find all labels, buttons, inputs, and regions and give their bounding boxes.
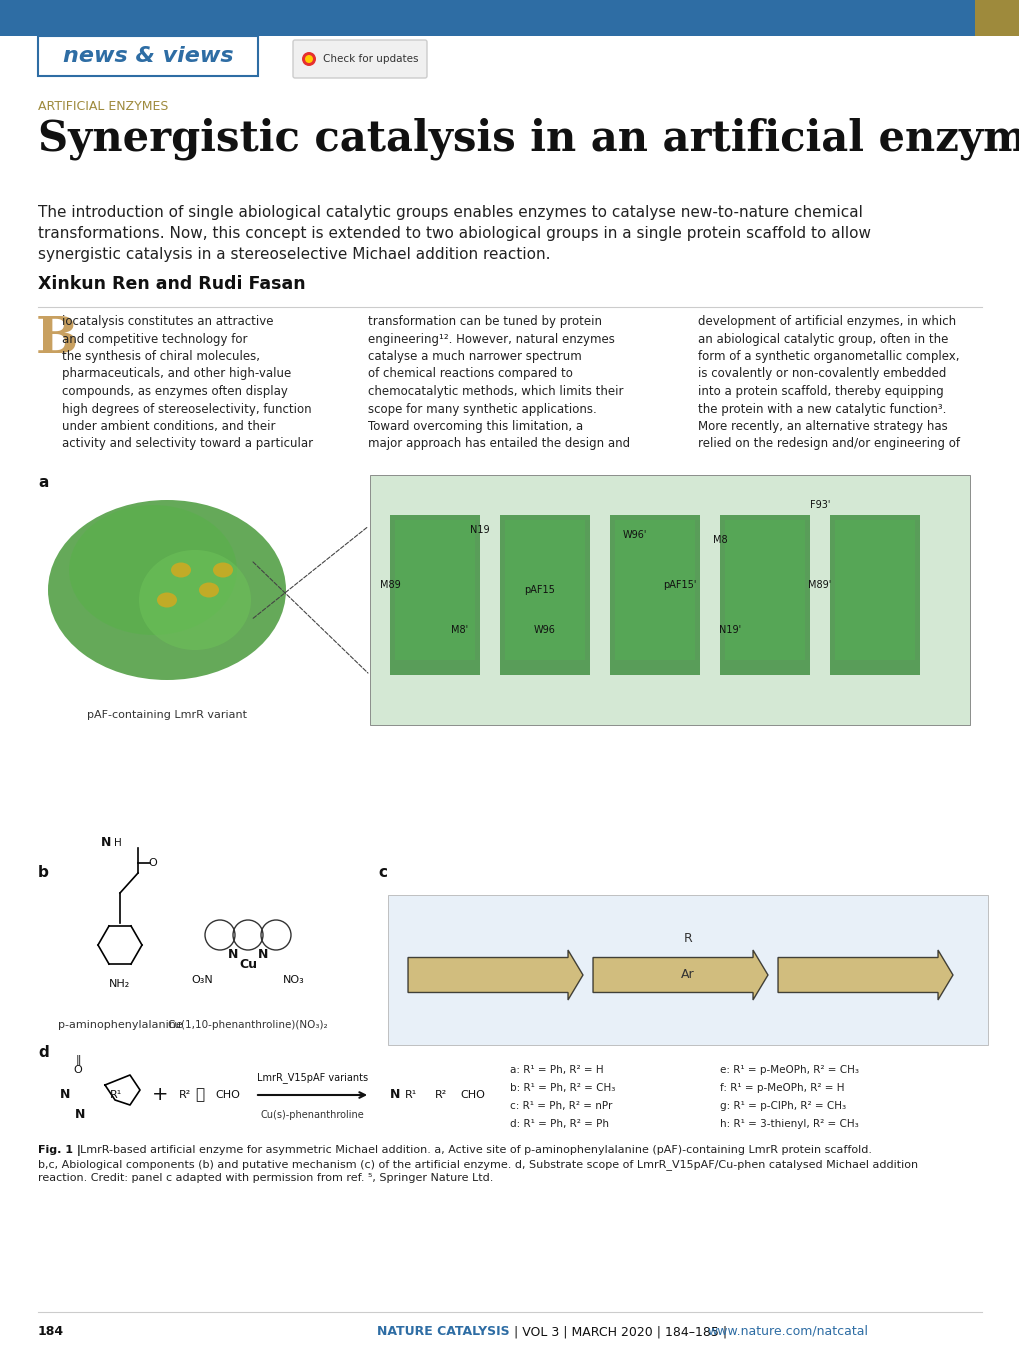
Text: N19: N19	[470, 524, 489, 535]
Text: transformation can be tuned by protein
engineering¹². However, natural enzymes
c: transformation can be tuned by protein e…	[368, 314, 630, 450]
Text: M89': M89'	[808, 580, 830, 589]
Bar	[394, 520, 475, 660]
FancyBboxPatch shape	[292, 41, 427, 79]
Text: Synergistic catalysis in an artificial enzyme: Synergistic catalysis in an artificial e…	[38, 118, 1019, 160]
Text: e: R¹ = p-MeOPh, R² = CH₃: e: R¹ = p-MeOPh, R² = CH₃	[719, 1065, 858, 1075]
Text: +: +	[152, 1085, 168, 1104]
Text: LmrR-based artificial enzyme for asymmetric Michael addition. a, Active site of : LmrR-based artificial enzyme for asymmet…	[79, 1145, 871, 1154]
Text: R¹: R¹	[110, 1089, 122, 1100]
Text: c: c	[378, 864, 386, 879]
FancyArrow shape	[408, 950, 583, 1000]
Text: Xinkun Ren and Rudi Fasan: Xinkun Ren and Rudi Fasan	[38, 275, 306, 293]
Bar	[389, 515, 480, 675]
Text: Check for updates: Check for updates	[323, 54, 418, 64]
Text: reaction. Credit: panel c adapted with permission from ref. ⁵, Springer Nature L: reaction. Credit: panel c adapted with p…	[38, 1173, 493, 1183]
Text: R¹: R¹	[405, 1089, 417, 1100]
Text: N: N	[258, 948, 268, 962]
Text: f: R¹ = p-MeOPh, R² = H: f: R¹ = p-MeOPh, R² = H	[719, 1083, 844, 1093]
Bar	[835, 520, 914, 660]
Text: Cu(s)-phenanthroline: Cu(s)-phenanthroline	[261, 1110, 364, 1121]
Text: p-aminophenylalanine: p-aminophenylalanine	[57, 1020, 182, 1030]
Text: CHO: CHO	[460, 1089, 484, 1100]
Text: NO₃: NO₃	[282, 976, 305, 985]
Text: news & views: news & views	[62, 46, 233, 66]
Text: M8': M8'	[451, 625, 468, 635]
FancyArrow shape	[592, 950, 767, 1000]
Text: NATURE CATALYSIS: NATURE CATALYSIS	[377, 1325, 510, 1337]
Text: Cu(1,10-phenanthroline)(NO₃)₂: Cu(1,10-phenanthroline)(NO₃)₂	[167, 1020, 328, 1030]
Text: a: R¹ = Ph, R² = H: a: R¹ = Ph, R² = H	[510, 1065, 603, 1075]
Text: ‖: ‖	[75, 1054, 81, 1065]
Text: CHO: CHO	[215, 1089, 239, 1100]
Text: M89: M89	[379, 580, 400, 589]
Bar	[609, 515, 699, 675]
Text: ⌒: ⌒	[196, 1088, 205, 1103]
Bar	[725, 520, 804, 660]
Text: pAF-containing LmrR variant: pAF-containing LmrR variant	[87, 710, 247, 720]
Text: N: N	[74, 1108, 86, 1122]
Text: LmrR_V15pAF variants: LmrR_V15pAF variants	[257, 1072, 368, 1083]
Bar	[0, 0, 1019, 37]
Circle shape	[302, 51, 316, 66]
Text: h: R¹ = 3-thienyl, R² = CH₃: h: R¹ = 3-thienyl, R² = CH₃	[719, 1119, 858, 1129]
Text: O: O	[148, 858, 157, 869]
Bar	[829, 515, 919, 675]
Text: N19': N19'	[718, 625, 741, 635]
Text: Ar: Ar	[681, 969, 694, 981]
Text: pAF15': pAF15'	[662, 580, 696, 589]
Ellipse shape	[139, 550, 251, 650]
Text: The introduction of single abiological catalytic groups enables enzymes to catal: The introduction of single abiological c…	[38, 205, 870, 262]
Text: development of artificial enzymes, in which
an abiological catalytic group, ofte: development of artificial enzymes, in wh…	[697, 314, 959, 450]
Text: M8: M8	[712, 535, 727, 545]
Text: R²: R²	[434, 1089, 446, 1100]
Bar	[719, 515, 809, 675]
Text: d: d	[38, 1045, 49, 1060]
Text: N: N	[60, 1088, 70, 1102]
Text: R: R	[683, 932, 692, 944]
Text: Fig. 1 |: Fig. 1 |	[38, 1145, 85, 1156]
Text: W96: W96	[534, 625, 555, 635]
Text: www.nature.com/natcatal: www.nature.com/natcatal	[706, 1325, 867, 1337]
Text: d: R¹ = Ph, R² = Ph: d: R¹ = Ph, R² = Ph	[510, 1119, 608, 1129]
Text: H: H	[114, 837, 121, 848]
Text: R²: R²	[178, 1089, 191, 1100]
Ellipse shape	[171, 562, 191, 577]
Text: iocatalysis constitutes an attractive
and competitive technology for
the synthes: iocatalysis constitutes an attractive an…	[62, 314, 313, 450]
FancyArrow shape	[777, 950, 952, 1000]
Text: ARTIFICIAL ENZYMES: ARTIFICIAL ENZYMES	[38, 100, 168, 112]
Text: pAF15: pAF15	[524, 585, 555, 595]
Text: N: N	[101, 836, 111, 850]
Text: | VOL 3 | MARCH 2020 | 184–185 |: | VOL 3 | MARCH 2020 | 184–185 |	[510, 1325, 731, 1337]
Text: 184: 184	[38, 1325, 64, 1337]
Circle shape	[305, 56, 313, 62]
Text: b: R¹ = Ph, R² = CH₃: b: R¹ = Ph, R² = CH₃	[510, 1083, 614, 1093]
Text: b,c, Abiological components (b) and putative mechanism (c) of the artificial enz: b,c, Abiological components (b) and puta…	[38, 1159, 917, 1169]
Ellipse shape	[213, 562, 232, 577]
Bar	[38, 37, 258, 76]
Bar	[974, 0, 1019, 37]
Bar	[370, 476, 969, 725]
Text: O: O	[73, 1065, 83, 1075]
Bar	[504, 520, 585, 660]
Text: c: R¹ = Ph, R² = nPr: c: R¹ = Ph, R² = nPr	[510, 1102, 611, 1111]
Text: B: B	[36, 314, 78, 364]
Ellipse shape	[157, 592, 177, 607]
Bar	[614, 520, 694, 660]
Text: N: N	[389, 1088, 399, 1102]
Text: b: b	[38, 864, 49, 879]
Ellipse shape	[69, 505, 236, 635]
Text: g: R¹ = p-ClPh, R² = CH₃: g: R¹ = p-ClPh, R² = CH₃	[719, 1102, 846, 1111]
Ellipse shape	[199, 583, 219, 598]
Text: O₃N: O₃N	[192, 976, 213, 985]
Text: NH₂: NH₂	[109, 980, 130, 989]
Text: W96': W96'	[623, 530, 646, 541]
Bar	[499, 515, 589, 675]
Text: a: a	[38, 476, 48, 491]
Text: F93': F93'	[809, 500, 829, 509]
Ellipse shape	[48, 500, 285, 680]
Text: Cu: Cu	[238, 958, 257, 972]
Text: N: N	[227, 948, 238, 962]
Bar	[387, 896, 987, 1045]
